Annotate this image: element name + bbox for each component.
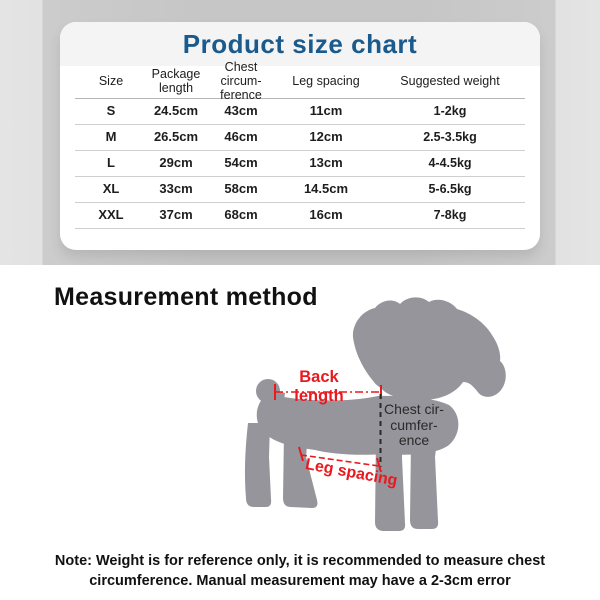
cell-size: XL bbox=[102, 181, 120, 197]
cell-leg: 13cm bbox=[309, 155, 343, 171]
cell-leg: 12cm bbox=[309, 129, 343, 145]
photo-background: Product size chart Size Package length C… bbox=[0, 0, 600, 265]
column-header-leg: Leg spacing bbox=[292, 74, 360, 89]
cell-weight: 4-4.5kg bbox=[428, 155, 472, 170]
size-table: Size Package length Chest circum- ferenc… bbox=[75, 60, 525, 229]
measurement-method-heading: Measurement method bbox=[54, 283, 318, 311]
cell-chest: 54cm bbox=[224, 155, 258, 171]
size-table-header-row: Size Package length Chest circum- ferenc… bbox=[75, 60, 525, 102]
cell-package: 26.5cm bbox=[153, 129, 199, 145]
cell-chest: 46cm bbox=[224, 129, 258, 145]
reference-note: Note: Weight is for reference only, it i… bbox=[54, 553, 546, 590]
cell-leg: 11cm bbox=[309, 103, 343, 119]
measurement-diagram: Back length Leg spacing Chest cir- cumfe… bbox=[235, 295, 525, 545]
dog-silhouette-illustration bbox=[244, 297, 506, 531]
chest-label-line2: cumfer- bbox=[390, 416, 438, 433]
size-chart-card: Product size chart Size Package length C… bbox=[60, 22, 540, 250]
table-row-s: S 24.5cm 43cm 11cm 1-2kg bbox=[75, 99, 525, 125]
cell-weight: 5-6.5kg bbox=[428, 181, 472, 196]
table-row-l: L 29cm 54cm 13cm 4-4.5kg bbox=[75, 151, 525, 177]
cell-size: M bbox=[105, 129, 117, 145]
chest-label-line3: ence bbox=[398, 432, 430, 448]
size-chart-header: Product size chart bbox=[60, 22, 540, 66]
leg-spacing-line bbox=[298, 446, 382, 473]
size-chart-title: Product size chart bbox=[182, 28, 418, 59]
table-row-xl: XL 33cm 58cm 14.5cm 5-6.5kg bbox=[75, 177, 525, 203]
dog-head bbox=[352, 297, 506, 401]
cell-leg: 16cm bbox=[309, 207, 343, 223]
chest-circumference-label: Chest cir- cumfer- ence bbox=[379, 401, 449, 449]
cell-size: S bbox=[106, 103, 116, 119]
cell-weight: 2.5-3.5kg bbox=[423, 129, 477, 144]
cell-chest: 68cm bbox=[224, 207, 258, 223]
table-row-m: M 26.5cm 46cm 12cm 2.5-3.5kg bbox=[75, 125, 525, 151]
cell-package: 29cm bbox=[159, 155, 193, 171]
cell-package: 37cm bbox=[159, 207, 193, 223]
chest-label-line1: Chest cir- bbox=[384, 401, 444, 417]
cell-chest: 58cm bbox=[224, 181, 258, 197]
cell-chest: 43cm bbox=[224, 103, 258, 119]
column-header-weight: Suggested weight bbox=[400, 74, 500, 89]
table-row-xxl: XXL 37cm 68cm 16cm 7-8kg bbox=[75, 203, 525, 229]
cell-size: XXL bbox=[98, 207, 124, 223]
column-header-package: Package length bbox=[151, 67, 201, 95]
cell-weight: 7-8kg bbox=[433, 207, 467, 222]
column-header-size: Size bbox=[98, 74, 124, 89]
cell-leg: 14.5cm bbox=[303, 181, 349, 197]
cell-package: 24.5cm bbox=[153, 103, 199, 119]
cell-weight: 1-2kg bbox=[433, 103, 467, 118]
cell-size: L bbox=[107, 155, 115, 171]
column-header-chest: Chest circum- ference bbox=[220, 60, 262, 102]
back-length-label: Back length bbox=[294, 368, 344, 405]
cell-package: 33cm bbox=[159, 181, 193, 197]
